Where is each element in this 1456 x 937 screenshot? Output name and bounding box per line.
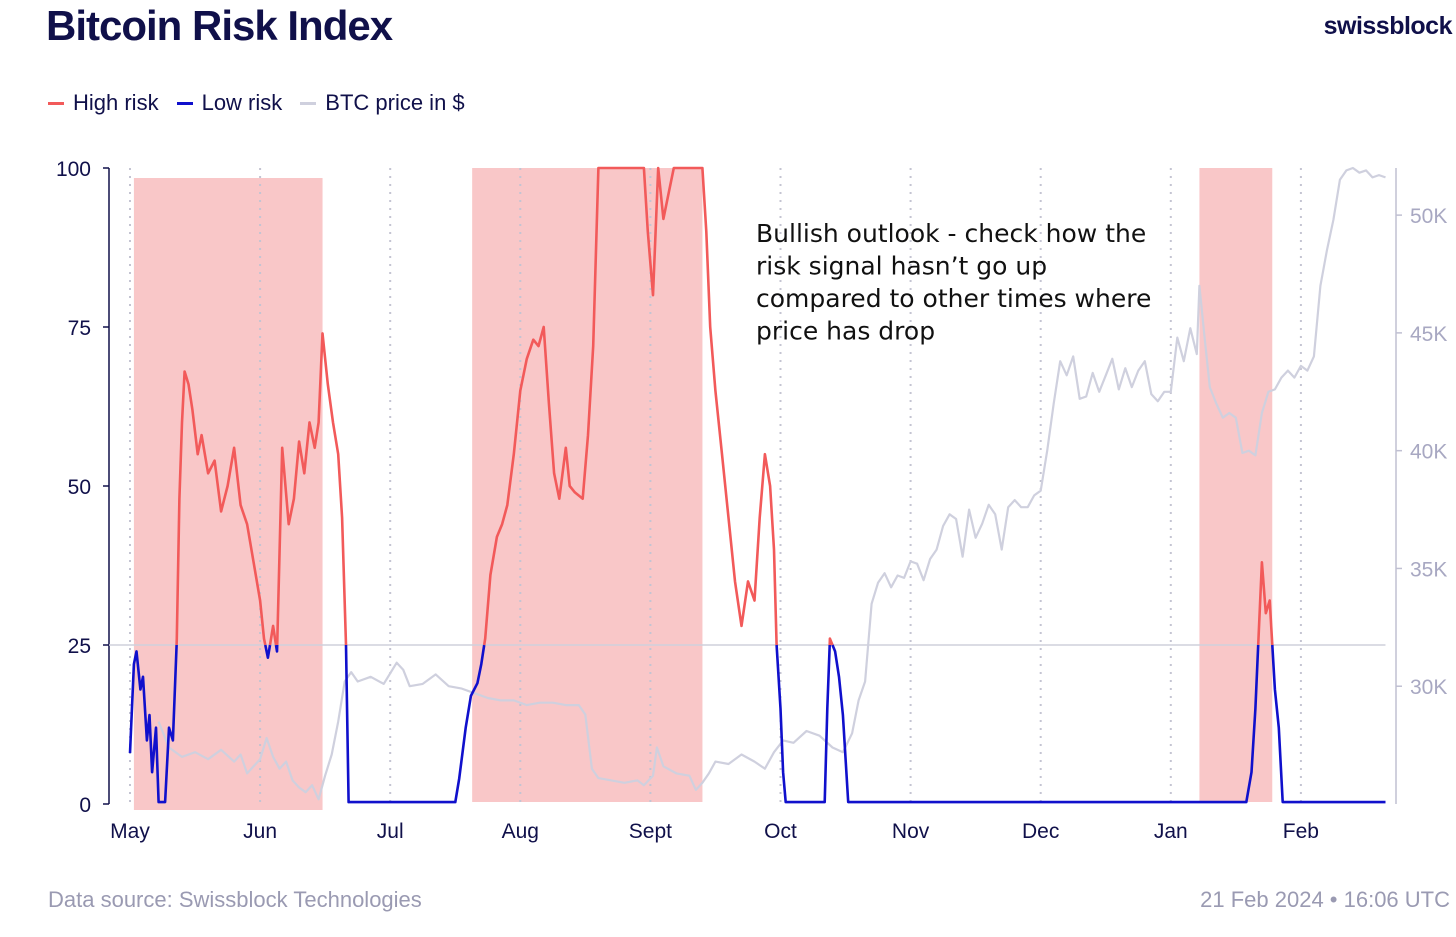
high-risk-line <box>1256 560 1274 646</box>
high-risk-swatch <box>48 101 64 105</box>
btc-price-swatch <box>300 101 317 105</box>
chart-annotation: Bullish outlook - check how the risk sign… <box>756 219 1151 346</box>
high-risk-shade <box>133 178 323 810</box>
chart-legend: High risk Low risk BTC price in $ <box>48 90 465 116</box>
brand-logo: swissblock <box>1323 12 1453 40</box>
high-risk-line <box>175 370 267 646</box>
x-tick-label: May <box>110 820 150 843</box>
x-tick-label: Jul <box>377 820 404 843</box>
low-risk-line <box>344 644 486 804</box>
data-source-note: Data source: Swissblock Technologies <box>48 887 422 912</box>
x-tick-label: Dec <box>1022 820 1059 843</box>
right-y-tick-label: 40K <box>1410 441 1447 464</box>
low-risk-line <box>1271 644 1386 804</box>
left-y-tick-label: 100 <box>56 158 91 181</box>
x-tick-label: Feb <box>1283 820 1319 843</box>
x-tick-label: Sept <box>629 820 672 843</box>
low-risk-line <box>775 644 831 804</box>
low-risk-line <box>264 644 272 660</box>
annotation-line: price has drop <box>756 317 935 346</box>
left-y-tick-label: 75 <box>68 317 91 340</box>
right-y-tick-label: 45K <box>1410 323 1447 346</box>
high-risk-line <box>828 637 834 646</box>
x-tick-label: Jun <box>243 820 277 843</box>
high-risk-line <box>482 166 778 646</box>
high-risk-line <box>268 624 278 646</box>
low-risk-line <box>274 644 279 653</box>
chart-title: Bitcoin Risk Index <box>46 2 393 49</box>
legend-label-high-risk: High risk <box>73 90 159 115</box>
x-tick-label: Aug <box>502 820 539 843</box>
high-risk-line <box>275 332 348 646</box>
btc-price-line <box>157 166 1386 801</box>
right-y-tick-label: 35K <box>1410 558 1447 581</box>
legend-label-btc-price: BTC price in $ <box>325 90 465 115</box>
left-y-tick-label: 50 <box>68 476 91 499</box>
left-y-tick-label: 25 <box>68 635 91 658</box>
annotation-line: Bullish outlook - check how the <box>756 219 1146 248</box>
left-y-tick-label: 0 <box>79 794 91 817</box>
low-risk-swatch <box>176 101 193 105</box>
legend-label-low-risk: Low risk <box>201 90 283 115</box>
low-risk-line <box>128 644 178 804</box>
legend-item-low-risk[interactable]: Low risk <box>176 90 283 116</box>
legend-item-high-risk[interactable]: High risk <box>48 90 159 116</box>
high-risk-shade <box>1199 168 1273 802</box>
x-tick-label: Nov <box>892 820 930 843</box>
x-tick-label: Jan <box>1154 820 1188 843</box>
timestamp: 21 Feb 2024 • 16:06 UTC <box>1200 887 1450 912</box>
right-y-tick-label: 50K <box>1410 205 1447 228</box>
annotation-line: compared to other times where <box>756 284 1151 313</box>
legend-item-btc-price[interactable]: BTC price in $ <box>300 90 465 116</box>
annotation-line: risk signal hasn’t go up <box>756 252 1047 281</box>
low-risk-line <box>831 644 1260 804</box>
x-tick-label: Oct <box>764 820 797 843</box>
right-y-tick-label: 30K <box>1410 676 1447 699</box>
high-risk-shade <box>472 168 703 802</box>
